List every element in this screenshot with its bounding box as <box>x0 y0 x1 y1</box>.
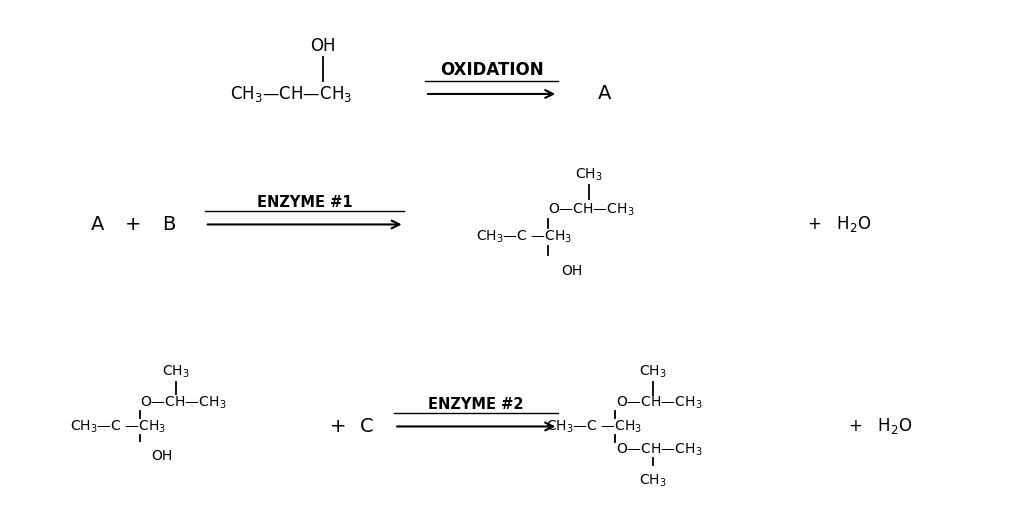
Text: C: C <box>359 417 374 436</box>
Text: A: A <box>90 215 104 234</box>
Text: CH$_3$: CH$_3$ <box>640 364 667 380</box>
Text: CH$_3$—CH—CH$_3$: CH$_3$—CH—CH$_3$ <box>230 84 352 104</box>
Text: ENZYME #1: ENZYME #1 <box>257 195 352 210</box>
Text: CH$_3$—C —CH$_3$: CH$_3$—C —CH$_3$ <box>476 229 572 245</box>
Text: B: B <box>162 215 176 234</box>
Text: A: A <box>597 85 611 103</box>
Text: CH$_3$: CH$_3$ <box>575 167 602 183</box>
Text: +: + <box>330 417 346 436</box>
Text: OH: OH <box>310 37 335 55</box>
Text: CH$_3$—C —CH$_3$: CH$_3$—C —CH$_3$ <box>546 418 642 435</box>
Text: O—CH—CH$_3$: O—CH—CH$_3$ <box>140 395 226 411</box>
Text: +   H$_2$O: + H$_2$O <box>849 417 912 436</box>
Text: CH$_3$: CH$_3$ <box>640 473 667 489</box>
Text: +: + <box>125 215 141 234</box>
Text: O—CH—CH$_3$: O—CH—CH$_3$ <box>616 395 702 411</box>
Text: OH: OH <box>152 449 172 463</box>
Text: OXIDATION: OXIDATION <box>439 62 544 79</box>
Text: CH$_3$—C —CH$_3$: CH$_3$—C —CH$_3$ <box>70 418 166 435</box>
Text: O—CH—CH$_3$: O—CH—CH$_3$ <box>548 201 634 218</box>
Text: CH$_3$: CH$_3$ <box>163 364 189 380</box>
Text: OH: OH <box>561 264 582 278</box>
Text: ENZYME #2: ENZYME #2 <box>428 397 524 412</box>
Text: +   H$_2$O: + H$_2$O <box>808 215 871 234</box>
Text: O—CH—CH$_3$: O—CH—CH$_3$ <box>616 442 702 458</box>
